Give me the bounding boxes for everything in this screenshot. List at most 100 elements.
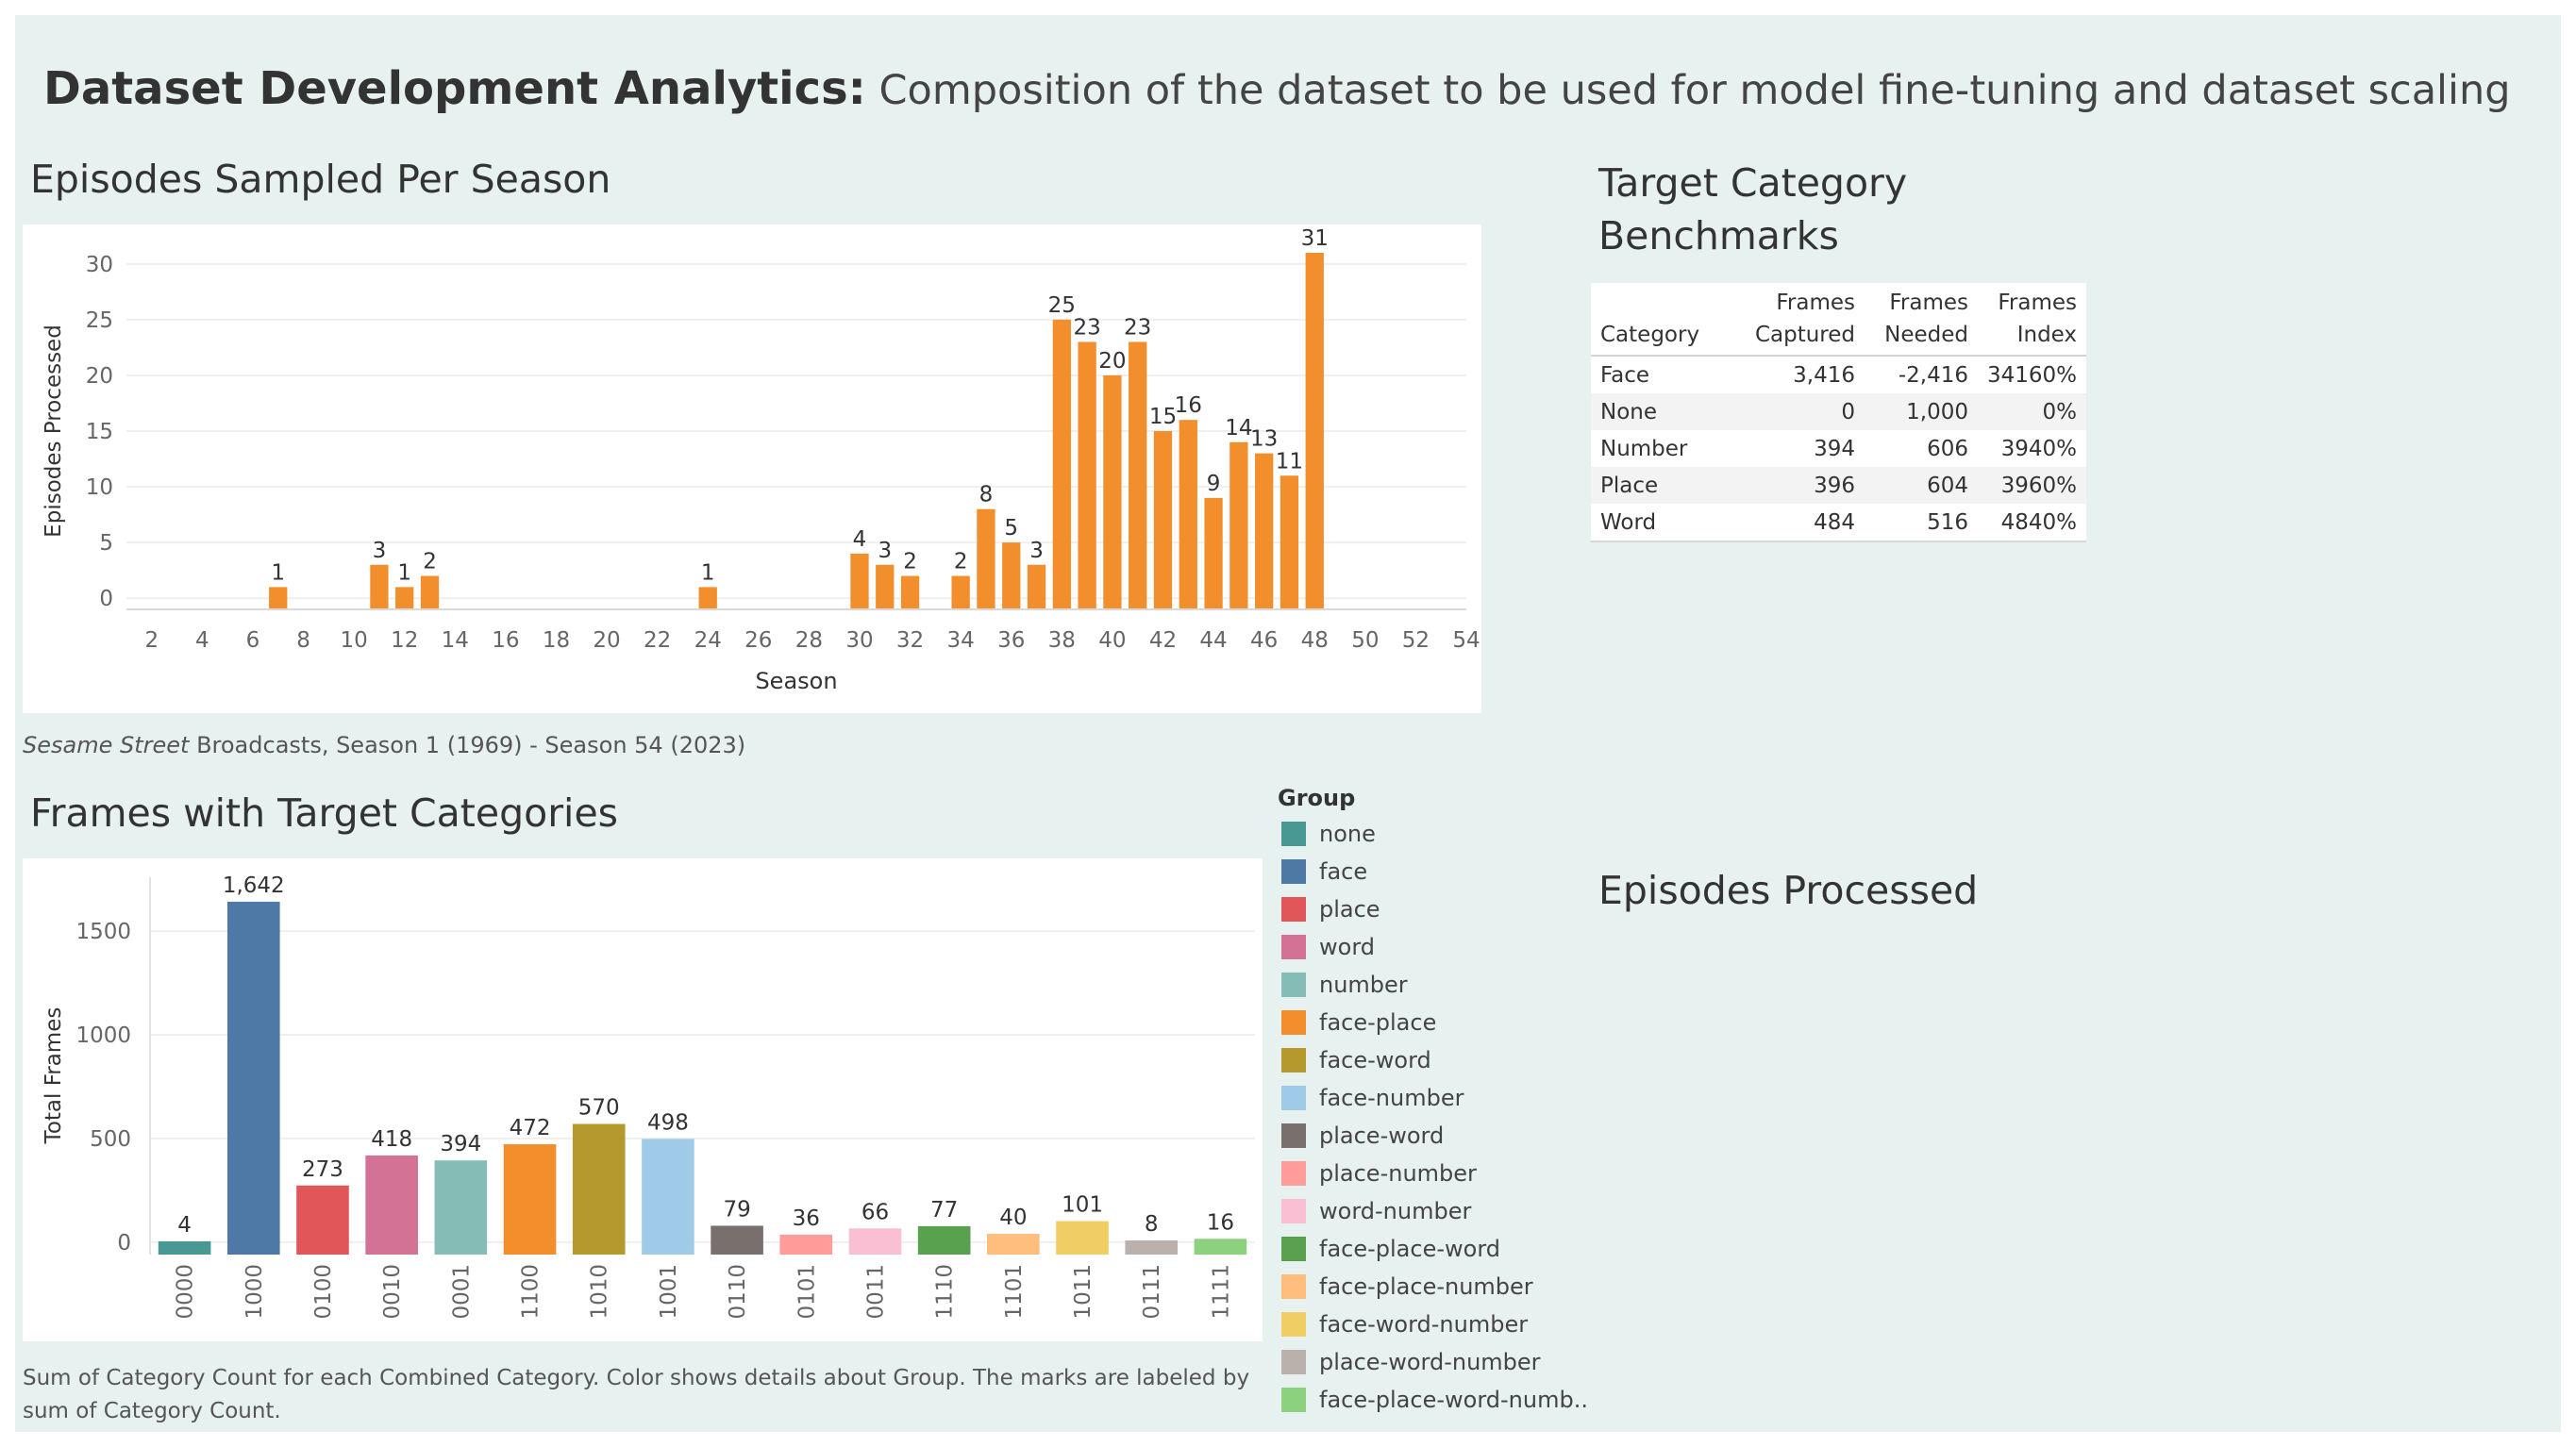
frames-bar[interactable] [503, 1144, 557, 1255]
legend-item[interactable]: face [1281, 855, 1367, 889]
frames-x-tick-label: 1110 [933, 1264, 958, 1320]
season-y-axis-label: Episodes Processed [42, 324, 66, 538]
legend-swatch [1281, 1199, 1306, 1223]
season-bar[interactable] [1103, 374, 1122, 609]
legend-item[interactable]: number [1281, 968, 1408, 1002]
season-bar[interactable] [1002, 542, 1021, 609]
season-bar[interactable] [1153, 431, 1173, 609]
frames-y-tick-label: 1000 [75, 1023, 131, 1048]
season-bar[interactable] [370, 564, 389, 609]
legend-item[interactable]: face-word [1281, 1043, 1431, 1077]
season-bar[interactable] [1280, 475, 1299, 609]
season-bar[interactable] [1129, 341, 1147, 610]
cell-category: None [1600, 399, 1658, 424]
frames-bar-data-label: 36 [793, 1206, 820, 1231]
season-bar[interactable] [1204, 497, 1223, 609]
benchmarks-title-line2: Benchmarks [1598, 213, 1839, 258]
legend-item[interactable]: place-number [1281, 1156, 1477, 1190]
cell-frames-index: 4840% [2000, 509, 2078, 535]
season-bar[interactable] [698, 587, 717, 609]
season-x-tick-label: 4 [195, 628, 209, 653]
season-bar-data-label: 20 [1098, 349, 1126, 374]
frames-bar[interactable] [158, 1240, 211, 1255]
frames-bar[interactable] [711, 1225, 763, 1255]
legend-item[interactable]: face-place-number [1281, 1270, 1533, 1304]
legend-label: face [1319, 858, 1368, 885]
frames-bar[interactable] [917, 1225, 971, 1255]
legend-label: face-word-number [1319, 1311, 1529, 1338]
frames-bar[interactable] [848, 1228, 902, 1255]
cell-frames-captured: 394 [1814, 436, 1855, 461]
legend-label: face-place [1319, 1009, 1437, 1036]
frames-bar[interactable] [226, 901, 280, 1255]
season-bar[interactable] [420, 575, 440, 609]
season-bar[interactable] [1179, 420, 1197, 609]
season-bar-data-label: 11 [1276, 449, 1303, 474]
legend-item[interactable]: none [1281, 817, 1376, 851]
frames-bar[interactable] [779, 1234, 833, 1255]
season-bar-data-label: 23 [1124, 316, 1151, 341]
season-bar[interactable] [1027, 564, 1046, 609]
season-bar[interactable] [1052, 319, 1071, 609]
frames-bar[interactable] [1125, 1240, 1179, 1255]
frames-caption-line1: Sum of Category Count for each Combined … [23, 1366, 1250, 1390]
frames-bar[interactable] [987, 1234, 1040, 1255]
season-bar[interactable] [850, 553, 869, 609]
legend-label: face-place-word [1319, 1236, 1500, 1262]
header-frames-captured-line2: Captured [1754, 323, 1855, 347]
season-y-tick-label: 5 [99, 531, 113, 556]
season-x-tick-label: 16 [492, 628, 519, 653]
header-category: Category [1600, 323, 1700, 347]
season-bar[interactable] [951, 575, 970, 609]
legend-swatch [1281, 822, 1306, 846]
legend-item[interactable]: face-word-number [1281, 1307, 1528, 1341]
legend-swatch [1281, 973, 1306, 997]
season-bar-data-label: 9 [1207, 472, 1221, 496]
season-x-tick-label: 2 [144, 628, 159, 653]
season-bar[interactable] [1078, 341, 1096, 610]
legend-item[interactable]: place-word [1281, 1119, 1444, 1153]
frames-bar-data-label: 1,642 [223, 873, 285, 898]
season-bar[interactable] [1255, 453, 1274, 609]
season-bar-data-label: 2 [954, 550, 968, 574]
frames-bar-data-label: 77 [930, 1198, 958, 1222]
legend-item[interactable]: place-word-number [1281, 1345, 1541, 1379]
table-row: Face 3,416 -2,416 34160% [1591, 356, 2086, 393]
frames-bar-data-label: 8 [1145, 1212, 1159, 1237]
frames-bar[interactable] [296, 1185, 349, 1255]
frames-bar[interactable] [1056, 1221, 1109, 1255]
season-bar[interactable] [1305, 253, 1324, 609]
legend-item[interactable]: word-number [1281, 1194, 1471, 1228]
legend-item[interactable]: word [1281, 930, 1375, 964]
legend-item[interactable]: face-place-word [1281, 1232, 1500, 1266]
header-frames-needed: Frames Needed [1865, 283, 1978, 356]
season-bar[interactable] [977, 508, 995, 609]
season-x-tick-label: 26 [744, 628, 772, 653]
season-bar[interactable] [1229, 441, 1248, 609]
cell-frames-index: 0% [2042, 399, 2078, 424]
season-bar[interactable] [395, 587, 414, 609]
frames-bar[interactable] [1194, 1239, 1247, 1255]
season-bar[interactable] [876, 564, 895, 609]
season-x-tick-label: 40 [1098, 628, 1126, 653]
season-bar[interactable] [269, 587, 288, 609]
cell-frames-needed: 606 [1927, 436, 1968, 461]
benchmarks-title: Target Category Benchmarks [1598, 157, 1907, 262]
legend-item[interactable]: face-number [1281, 1081, 1464, 1115]
frames-bar-data-label: 273 [302, 1157, 343, 1182]
season-x-tick-label: 32 [896, 628, 924, 653]
legend-item[interactable]: place [1281, 892, 1380, 926]
frames-bar[interactable] [365, 1155, 418, 1255]
frames-bar[interactable] [642, 1139, 694, 1255]
frames-bar[interactable] [434, 1160, 488, 1255]
frames-y-tick-label: 1500 [75, 920, 131, 944]
season-bar[interactable] [900, 575, 920, 609]
dashboard-title-bold: Dataset Development Analytics: [43, 62, 866, 115]
header-frames-index: Frames Index [1978, 283, 2086, 356]
frames-x-tick-label: 1101 [1002, 1264, 1027, 1320]
frames-bar-data-label: 472 [510, 1116, 551, 1140]
legend-item[interactable]: face-place-word-numb.. [1281, 1383, 1588, 1417]
legend-label: place-word-number [1319, 1349, 1541, 1375]
frames-bar[interactable] [572, 1123, 626, 1255]
legend-item[interactable]: face-place [1281, 1006, 1436, 1040]
